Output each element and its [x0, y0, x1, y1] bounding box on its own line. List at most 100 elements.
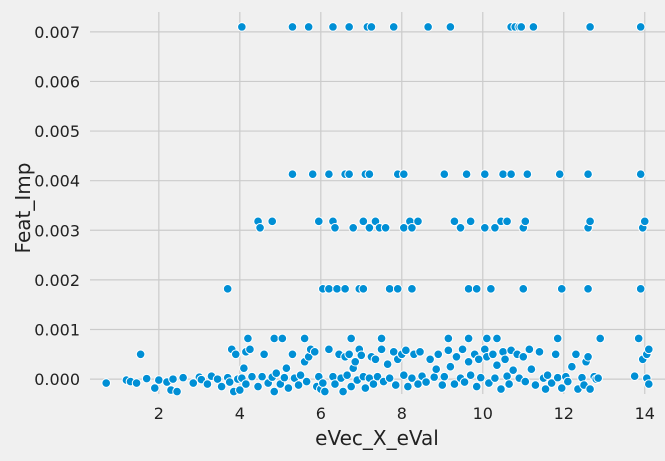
scatter-point [563, 376, 573, 387]
x-tick-label: 2 [154, 404, 164, 423]
scatter-point [328, 22, 338, 32]
scatter-point [283, 383, 294, 393]
scatter-point [492, 360, 502, 371]
scatter-point [230, 349, 241, 360]
scatter-point [399, 169, 409, 180]
x-tick-label: 10 [473, 404, 493, 423]
scatter-point [445, 22, 456, 32]
y-tick-label: 0.006 [34, 72, 80, 91]
scatter-point [358, 284, 369, 294]
scatter-point [508, 365, 518, 375]
scatter-point [237, 22, 247, 32]
y-tick-label: 0.003 [34, 221, 80, 240]
scatter-point [473, 354, 484, 365]
scatter-point [287, 169, 298, 180]
scatter-point [500, 354, 510, 365]
scatter-point [239, 363, 249, 374]
scatter-point [307, 169, 318, 180]
scatter-point [443, 345, 454, 356]
scatter-point [567, 361, 577, 372]
scatter-point [518, 284, 529, 294]
scatter-point [425, 354, 435, 365]
scatter-point [421, 377, 431, 387]
scatter-point [556, 383, 567, 393]
scatter-point [388, 22, 399, 32]
y-axis-label: Feat_Imp [11, 163, 35, 254]
scatter-point [459, 377, 470, 387]
scatter-point [465, 216, 476, 227]
scatter-point [224, 377, 235, 387]
scatter-point [461, 169, 472, 180]
scatter-point [212, 374, 223, 384]
scatter-point [585, 22, 595, 32]
scatter-point [518, 351, 529, 362]
scatter-point [486, 284, 496, 294]
scatter-point [269, 333, 280, 344]
scatter-point [346, 333, 356, 344]
scatter-point [368, 379, 379, 389]
scatter-point [358, 216, 369, 227]
scatter-point [330, 223, 340, 233]
scatter-point [344, 349, 354, 360]
scatter-point [168, 374, 178, 384]
scatter-point [384, 373, 395, 383]
scatter-point [407, 284, 417, 294]
scatter-point [415, 347, 425, 357]
scatter-point [585, 216, 595, 227]
scatter-point [141, 373, 152, 384]
scatter-point [149, 383, 160, 393]
scatter-point [595, 333, 606, 344]
scatter-point [281, 363, 292, 374]
y-tick-label: 0.002 [34, 271, 80, 290]
scatter-point [255, 223, 265, 233]
scatter-point [498, 169, 508, 180]
scatter-point [506, 169, 516, 180]
scatter-point [346, 381, 356, 392]
scatter-point [303, 22, 314, 32]
scatter-point [135, 349, 146, 360]
scatter-point [463, 284, 474, 294]
scatter-point [245, 344, 255, 355]
scatter-point [299, 333, 310, 344]
scatter-point [366, 22, 377, 32]
scatter-point [384, 284, 395, 294]
scatter-point [585, 384, 595, 394]
scatter-point [364, 169, 375, 180]
scatter-point [382, 359, 393, 370]
scatter-point [556, 284, 567, 294]
y-tick-label: 0.000 [34, 370, 80, 389]
scatter-point [455, 223, 466, 233]
scatter-point [392, 284, 403, 294]
scatter-point [350, 356, 361, 367]
scatter-point [439, 371, 450, 382]
scatter-point [550, 349, 561, 360]
scatter-point [222, 284, 233, 294]
scatter-point [154, 375, 164, 385]
scatter-point [202, 379, 213, 389]
scatter-point [324, 284, 334, 294]
scatter-point [320, 386, 330, 397]
scatter-point [644, 344, 654, 355]
scatter-point [364, 223, 375, 233]
scatter-point [293, 380, 304, 390]
scatter-point [490, 223, 500, 233]
scatter-point [401, 345, 411, 356]
scatter-point [178, 372, 188, 383]
scatter-point [633, 333, 644, 344]
x-tick-label: 14 [635, 404, 655, 423]
scatter-point [540, 384, 551, 394]
scatter-point [635, 22, 646, 32]
scatter-point [492, 333, 502, 344]
scatter-point [502, 216, 512, 227]
scatter-point [471, 284, 482, 294]
scatter-point [407, 373, 417, 383]
scatter-point [309, 347, 320, 357]
scatter-point [380, 223, 391, 233]
scatter-point [451, 351, 462, 362]
scatter-point [471, 381, 482, 392]
scatter-point [457, 344, 468, 355]
scatter-point [376, 344, 387, 355]
scatter-point [552, 372, 563, 383]
scatter-point [496, 384, 506, 394]
